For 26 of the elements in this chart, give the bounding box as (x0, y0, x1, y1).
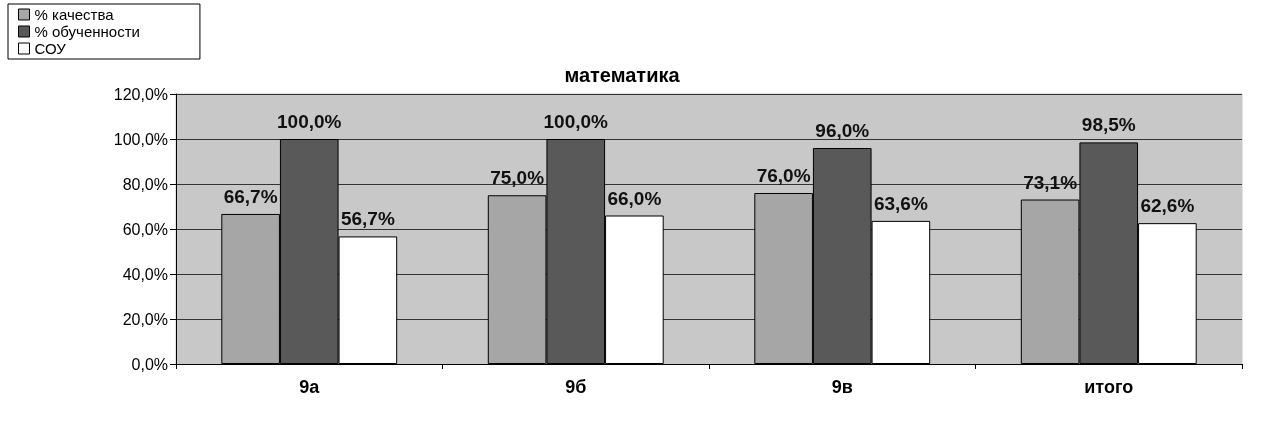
legend-label: % обученности (34, 23, 140, 40)
x-tick-label: 9а (299, 377, 321, 397)
data-label: 75,0% (490, 167, 545, 189)
data-label: 100,0% (277, 111, 342, 132)
x-tick-label: 9в (831, 377, 853, 397)
data-label: 66,7% (223, 185, 278, 207)
y-tick-label: 40,0% (122, 265, 168, 283)
y-tick-label: 80,0% (122, 175, 168, 193)
data-label: 56,7% (340, 208, 395, 230)
y-tick-label: 100,0% (113, 130, 168, 148)
data-label: 63,6% (873, 192, 928, 214)
y-tick-label: 20,0% (122, 310, 168, 328)
data-label: 96,0% (815, 120, 870, 141)
x-tick-label: итого (1084, 377, 1134, 397)
y-tick-label: 0,0% (131, 355, 168, 373)
data-label: 98,5% (1081, 114, 1136, 136)
y-tick-label: 120,0% (113, 85, 168, 103)
data-label: 100,0% (543, 111, 609, 132)
data-label: 76,0% (756, 165, 811, 186)
legend-label: СОУ (34, 40, 67, 57)
data-label: 62,6% (1140, 195, 1195, 217)
data-label: 66,0% (607, 187, 662, 209)
x-tick-label: 9б (565, 377, 587, 397)
chart-title: математика (564, 64, 681, 86)
y-tick-label: 60,0% (122, 220, 168, 238)
legend-label: % качества (34, 6, 115, 23)
